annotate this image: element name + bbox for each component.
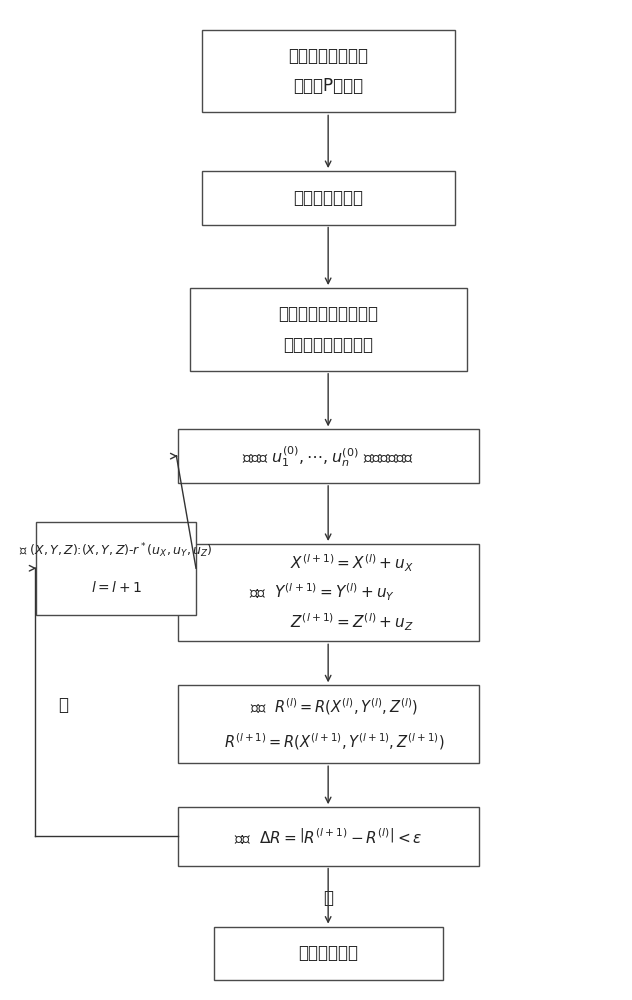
Text: 是: 是 (323, 889, 333, 907)
Text: $X^{(l+1)}=X^{(l)}+u_X$: $X^{(l+1)}=X^{(l)}+u_X$ (290, 553, 414, 574)
Bar (202, 171, 454, 225)
Text: 各台站P波到时: 各台站P波到时 (293, 77, 363, 95)
Text: 输入各台站经纬度: 输入各台站经纬度 (288, 47, 368, 65)
Bar (178, 429, 478, 483)
Text: 近的一、二级偏导数: 近的一、二级偏导数 (283, 336, 373, 354)
Text: 计算  $Y^{(l+1)}=Y^{(l)}+u_Y$: 计算 $Y^{(l+1)}=Y^{(l)}+u_Y$ (249, 582, 395, 603)
Text: 解关于 $u_1^{(0)},\cdots,u_n^{(0)}$ 的线性方程组: 解关于 $u_1^{(0)},\cdots,u_n^{(0)}$ 的线性方程组 (242, 444, 414, 469)
Text: $Z^{(l+1)}=Z^{(l)}+u_Z$: $Z^{(l+1)}=Z^{(l)}+u_Z$ (291, 611, 414, 633)
Bar (37, 522, 196, 615)
Text: 计算  $R^{(l)}=R(X^{(l)},Y^{(l)},Z^{(l)})$: 计算 $R^{(l)}=R(X^{(l)},Y^{(l)},Z^{(l)})$ (250, 696, 418, 717)
Bar (202, 30, 454, 112)
Bar (178, 685, 478, 763)
Text: 判断  $\Delta R=\left|R^{(l+1)}-R^{(l)}\right|<\varepsilon$: 判断 $\Delta R=\left|R^{(l+1)}-R^{(l)}\rig… (234, 826, 422, 846)
Text: $R^{(l+1)}=R(X^{(l+1)},Y^{(l+1)},Z^{(l+1)})$: $R^{(l+1)}=R(X^{(l+1)},Y^{(l+1)},Z^{(l+1… (224, 731, 444, 752)
Bar (190, 288, 466, 371)
Bar (178, 544, 478, 641)
Bar (214, 927, 442, 980)
Bar (178, 807, 478, 866)
Text: 输出震中位置: 输出震中位置 (298, 944, 358, 962)
Text: 置 $(X,Y,Z)$:$(X,Y,Z)$-$r^*(u_X,u_Y,u_Z)$: 置 $(X,Y,Z)$:$(X,Y,Z)$-$r^*(u_X,u_Y,u_Z)$ (20, 541, 213, 560)
Text: 否: 否 (58, 696, 68, 714)
Text: 计算指标函数在初值附: 计算指标函数在初值附 (278, 305, 378, 323)
Text: $l=l+1$: $l=l+1$ (90, 580, 142, 595)
Text: 取震中位置初值: 取震中位置初值 (293, 189, 363, 207)
